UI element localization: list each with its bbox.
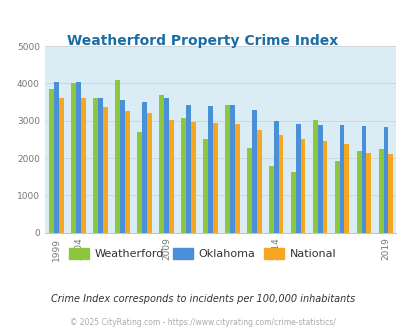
Bar [300, 139, 305, 233]
Text: Weatherford Property Crime Index: Weatherford Property Crime Index [67, 34, 338, 48]
Bar [164, 98, 168, 233]
Bar [59, 98, 64, 233]
Bar [273, 121, 278, 233]
Text: © 2025 CityRating.com - https://www.cityrating.com/crime-statistics/: © 2025 CityRating.com - https://www.city… [70, 318, 335, 327]
Bar [246, 148, 251, 233]
Bar [76, 82, 81, 233]
Bar [212, 123, 217, 233]
Bar [322, 141, 326, 233]
Bar [103, 107, 108, 233]
Bar [120, 100, 125, 233]
Bar [168, 120, 173, 233]
Bar [125, 112, 130, 233]
Bar [356, 150, 361, 233]
Bar [234, 124, 239, 233]
Bar [278, 135, 283, 233]
Bar [366, 153, 370, 233]
Bar [71, 83, 76, 233]
Bar [251, 110, 256, 233]
Bar [383, 127, 388, 233]
Bar [181, 118, 185, 233]
Bar [361, 126, 366, 233]
Bar [137, 132, 142, 233]
Bar [339, 125, 343, 233]
Bar [229, 105, 234, 233]
Bar [334, 161, 339, 233]
Bar [290, 172, 295, 233]
Bar [378, 149, 383, 233]
Bar [54, 82, 59, 233]
Bar [224, 105, 229, 233]
Bar [269, 166, 273, 233]
Bar [142, 102, 147, 233]
Bar [202, 139, 207, 233]
Bar [93, 98, 98, 233]
Bar [343, 144, 348, 233]
Bar [190, 122, 195, 233]
Bar [49, 89, 54, 233]
Text: Crime Index corresponds to incidents per 100,000 inhabitants: Crime Index corresponds to incidents per… [51, 294, 354, 304]
Bar [98, 98, 103, 233]
Bar [115, 80, 120, 233]
Bar [207, 106, 212, 233]
Bar [295, 124, 300, 233]
Bar [81, 98, 86, 233]
Bar [388, 153, 392, 233]
Bar [317, 125, 322, 233]
Bar [185, 105, 190, 233]
Bar [159, 95, 164, 233]
Legend: Weatherford, Oklahoma, National: Weatherford, Oklahoma, National [65, 244, 340, 263]
Bar [312, 120, 317, 233]
Bar [256, 130, 261, 233]
Bar [147, 113, 151, 233]
